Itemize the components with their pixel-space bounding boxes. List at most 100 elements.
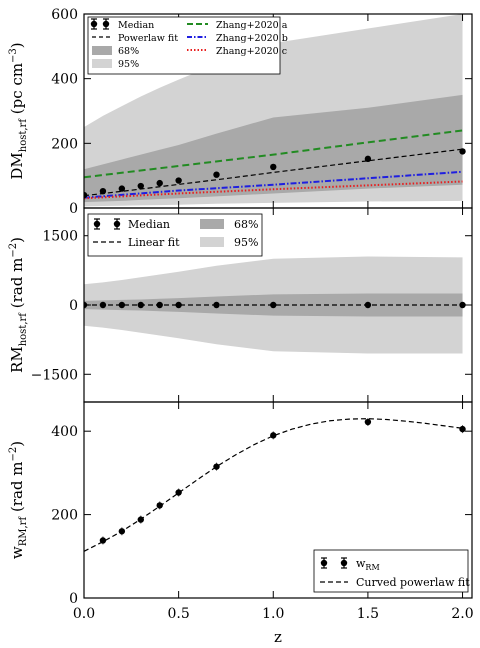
rm-legend-68-swatch (200, 219, 224, 229)
rm-median-point-6 (213, 301, 220, 309)
w-legend-points-marker-dot (320, 559, 328, 567)
dm-median-point-2 (118, 185, 126, 192)
dm-legend-zhang-c-label: Zhang+2020 c (216, 46, 287, 57)
dm-ylabel-sup: −3 (8, 48, 19, 63)
dm-panel: 0 200 400 600 DMhost,rf (pc cm−3) Median Power… (8, 7, 473, 217)
w-legend-points-label: wRM (356, 557, 380, 572)
rm-legend-95-swatch (200, 237, 224, 247)
w-point-6 (270, 432, 277, 439)
w-legend-points-main: w (356, 557, 366, 570)
dm-plot-area (84, 14, 466, 207)
dm-ytick-label-2: 400 (51, 72, 78, 88)
dm-ytick-label-3: 600 (51, 7, 78, 23)
dm-band-68 (84, 94, 463, 203)
rm-ylabel-close: ) (8, 237, 26, 243)
rm-legend: Median Linear fit 68% 95% (87, 213, 263, 257)
dm-zhang-a-line (84, 129, 463, 179)
w-ylabel-unit: (rad m (8, 462, 26, 517)
w-point-2 (137, 516, 144, 523)
x-tick-label-2: 1.0 (262, 606, 284, 622)
dm-legend-95-swatch (92, 59, 112, 68)
rm-median-point-9 (459, 301, 466, 309)
w-legend-fit-label: Curved powerlaw fit (356, 576, 470, 589)
w-ylabel-sub: RM,rf (18, 516, 29, 547)
x-tick-label-0: 0.0 (73, 606, 95, 622)
w-point-5 (213, 463, 220, 470)
dm-median-point-7 (270, 163, 277, 171)
dm-ylabel-sub: host,rf (18, 118, 29, 153)
rm-median-point-1 (99, 301, 107, 309)
x-tick-label-1: 0.5 (168, 606, 190, 622)
rm-plot-area (84, 256, 466, 354)
dm-ylabel-unit: (pc cm (8, 63, 26, 119)
dm-legend-median-marker-dot (90, 20, 98, 28)
w-legend-points-marker2-dot (340, 559, 348, 567)
x-tick-label-3: 1.5 (357, 606, 379, 622)
rm-ylabel-main: RM (8, 346, 26, 373)
dm-legend-68-swatch (92, 46, 112, 55)
dm-median-point-0 (84, 191, 88, 199)
dm-median-point-1 (99, 187, 107, 195)
dm-median-point-4 (156, 179, 163, 187)
dm-legend-median-marker2-dot (102, 20, 110, 28)
w-plot-area (84, 418, 466, 552)
rm-median-point-5 (175, 301, 182, 309)
rm-ylabel-sub: host,rf (18, 312, 29, 347)
rm-ylabel-sup: −2 (8, 243, 19, 258)
x-axis-label: z (274, 628, 282, 646)
dm-zhang-b-line (84, 170, 463, 199)
rm-median-point-8 (364, 301, 372, 309)
w-ylabel-sup: −2 (8, 447, 19, 462)
dm-ytick-label-0: 0 (69, 201, 78, 217)
rm-legend-median-marker2-dot (113, 220, 121, 228)
w-point-3 (156, 502, 163, 509)
dm-ytick-label-1: 200 (51, 136, 78, 152)
x-tick-label-4: 2.0 (451, 606, 473, 622)
w-ytick-label-2: 400 (51, 424, 78, 440)
rm-median-point-7 (270, 301, 277, 309)
w-ylabel-main: w (8, 546, 26, 559)
rm-ytick-label-2: 1500 (42, 229, 78, 245)
dm-median-point-5 (175, 177, 182, 184)
w-y-axis-label: wRM,rf (rad m−2) (8, 441, 29, 559)
dm-legend: Median Powerlaw fit 68% 95% Zhang+2020 a Zhan… (87, 16, 288, 75)
rm-median-point-2 (118, 301, 126, 309)
dm-legend-95-label: 95% (118, 59, 139, 70)
w-point-8 (459, 425, 466, 433)
rm-median-point-4 (156, 301, 163, 309)
rm-panel: −1500 0 1500 RMhost,rf (rad m−2) Median Linea… (8, 207, 473, 403)
rm-ytick-label-0: −1500 (31, 367, 78, 383)
w-point-1 (118, 528, 126, 535)
w-legend-points-sub: RM (365, 563, 379, 572)
dm-legend-median-label: Median (118, 20, 154, 31)
dm-legend-box (87, 16, 281, 75)
dm-median-point-3 (137, 182, 144, 190)
dm-legend-zhang-b-label: Zhang+2020 b (216, 33, 288, 44)
w-fit-line (84, 418, 463, 552)
dm-ylabel-main: DM (8, 152, 26, 179)
dm-legend-68-label: 68% (118, 46, 139, 57)
dm-legend-fit-label: Powerlaw fit (118, 33, 178, 44)
dm-legend-zhang-a-label: Zhang+2020 a (216, 20, 288, 31)
w-ytick-label-1: 200 (51, 508, 78, 524)
w-point-7 (364, 418, 372, 426)
rm-y-axis-label: RMhost,rf (rad m−2) (8, 237, 29, 373)
rm-legend-median-marker-dot (93, 220, 101, 228)
rm-ytick-label-1: 0 (69, 298, 78, 314)
dm-zhang-c-line (84, 180, 463, 200)
w-point-4 (175, 489, 182, 496)
dm-median-point-9 (459, 148, 466, 155)
rm-legend-95-label: 95% (234, 236, 258, 249)
dm-ylabel-close: ) (8, 42, 26, 48)
w-legend-box (313, 549, 469, 593)
dm-median-point-8 (364, 155, 372, 163)
dm-y-axis-label: DMhost,rf (pc cm−3) (8, 42, 29, 179)
w-frame (83, 401, 473, 599)
w-ytick-label-0: 0 (69, 591, 78, 607)
rm-legend-median-label: Median (128, 218, 170, 231)
rm-legend-68-label: 68% (234, 218, 258, 231)
rm-legend-fit-label: Linear fit (128, 236, 180, 249)
rm-median-point-3 (137, 301, 144, 309)
dm-median-point-6 (213, 171, 220, 178)
